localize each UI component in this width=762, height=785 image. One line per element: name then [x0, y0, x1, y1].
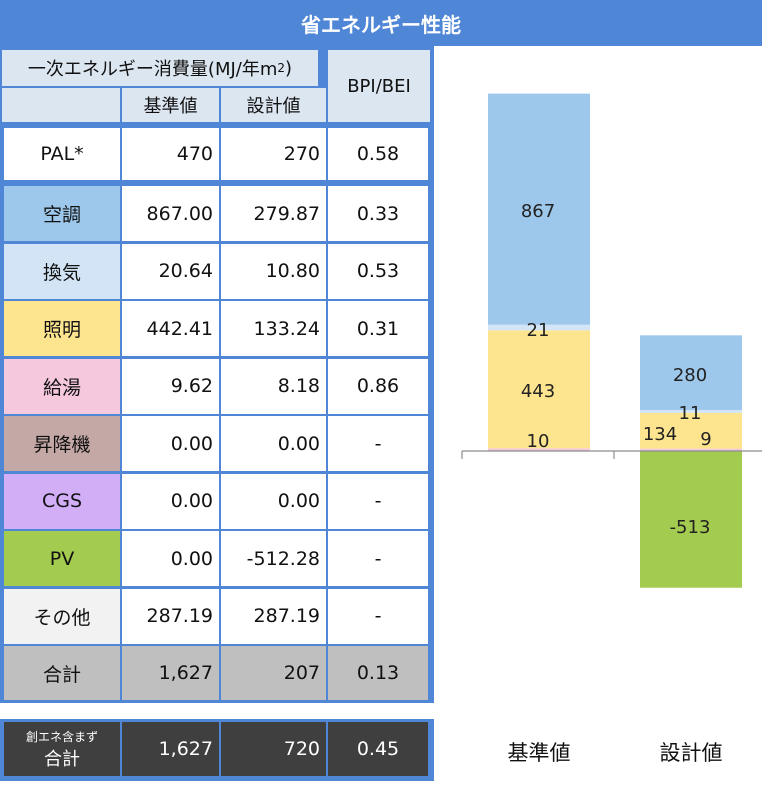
- row-label: 照明: [4, 301, 120, 356]
- total-ex-label-line2: 合計: [44, 748, 80, 770]
- row-ratio: 0.53: [328, 243, 428, 299]
- row-ratio: -: [328, 588, 428, 644]
- data-label: -513: [670, 517, 711, 538]
- bar-segment: [488, 93, 590, 325]
- row-base: 0.00: [122, 531, 219, 586]
- row-label: 換気: [4, 243, 120, 299]
- page-title: 省エネルギー性能: [0, 0, 762, 46]
- total-ex-design: 720: [221, 722, 326, 776]
- row-label: 空調: [4, 186, 120, 241]
- total-ratio: 0.13: [328, 646, 428, 700]
- row-design: 133.24: [221, 301, 326, 356]
- chart-svg: 867 280 21 11 443 134 10 9 -513 基準値 設計値: [461, 93, 762, 765]
- row-ratio: 0.86: [328, 358, 428, 414]
- bar-segment: [488, 324, 590, 331]
- row-base: 0.00: [122, 416, 219, 471]
- data-label: 443: [521, 381, 555, 402]
- header-base: 基準値: [122, 88, 219, 122]
- row-base: 287.19: [122, 588, 219, 644]
- bar-segment: [488, 448, 590, 451]
- pal-ratio: 0.58: [328, 128, 428, 180]
- bar-segment: [488, 330, 590, 449]
- header-superscript: 2: [277, 61, 286, 75]
- row-base: 20.64: [122, 243, 219, 299]
- row-base: 0.00: [122, 473, 219, 529]
- data-label: 21: [527, 320, 550, 341]
- total-ex-label-line1: 創エネ含まず: [25, 729, 98, 744]
- header-close-text: ): [285, 57, 293, 79]
- data-label: 9: [700, 429, 711, 450]
- total-design: 207: [221, 646, 326, 700]
- row-label: 給湯: [4, 358, 120, 414]
- data-label: 11: [679, 403, 702, 424]
- row-ratio: -: [328, 416, 428, 471]
- row-label: その他: [4, 588, 120, 644]
- bar-segment: [640, 451, 742, 588]
- total-ex-ratio: 0.45: [328, 722, 428, 776]
- row-ratio: 0.33: [328, 186, 428, 241]
- row-design: 0.00: [221, 473, 326, 529]
- row-design: 10.80: [221, 243, 326, 299]
- row-base: 442.41: [122, 301, 219, 356]
- pal-base: 470: [122, 128, 219, 180]
- data-label: 10: [527, 431, 550, 452]
- row-design: 8.18: [221, 358, 326, 414]
- header-main-text: 一次エネルギー消費量(MJ/年m: [27, 59, 278, 80]
- header-ratio: BPI/BEI: [328, 50, 430, 122]
- header-blank: [2, 88, 120, 122]
- category-label: 基準値: [508, 741, 571, 765]
- stacked-bar-chart: 867 280 21 11 443 134 10 9 -513 基準値 設計値: [436, 46, 762, 781]
- row-ratio: -: [328, 473, 428, 529]
- total-label: 合計: [4, 646, 120, 700]
- energy-table: 一次エネルギー消費量(MJ/年m 2) BPI/BEI 基準値 設計値 PAL* …: [0, 46, 434, 781]
- bar-segment: [640, 448, 742, 451]
- bar-segment: [640, 409, 742, 413]
- total-base: 1,627: [122, 646, 219, 700]
- data-label: 280: [673, 365, 707, 386]
- row-design: 279.87: [221, 186, 326, 241]
- pal-design: 270: [221, 128, 326, 180]
- header-design: 設計値: [221, 88, 326, 122]
- row-label: 昇降機: [4, 416, 120, 471]
- total-ex-base: 1,627: [122, 722, 219, 776]
- header-energy-consumption: 一次エネルギー消費量(MJ/年m 2): [2, 50, 318, 86]
- row-label: PV: [4, 531, 120, 586]
- row-ratio: 0.31: [328, 301, 428, 356]
- row-ratio: -: [328, 531, 428, 586]
- table-gap: [0, 703, 434, 719]
- row-design: 287.19: [221, 588, 326, 644]
- category-label: 設計値: [660, 741, 723, 765]
- row-design: -512.28: [221, 531, 326, 586]
- row-design: 0.00: [221, 416, 326, 471]
- data-label: 134: [643, 424, 677, 445]
- bar-segment: [640, 412, 742, 449]
- pal-label: PAL*: [4, 128, 120, 180]
- bar-segment: [640, 335, 742, 410]
- row-label: CGS: [4, 473, 120, 529]
- data-label: 867: [521, 201, 555, 222]
- row-base: 867.00: [122, 186, 219, 241]
- total-ex-label: 創エネ含まず 合計: [4, 722, 120, 776]
- row-base: 9.62: [122, 358, 219, 414]
